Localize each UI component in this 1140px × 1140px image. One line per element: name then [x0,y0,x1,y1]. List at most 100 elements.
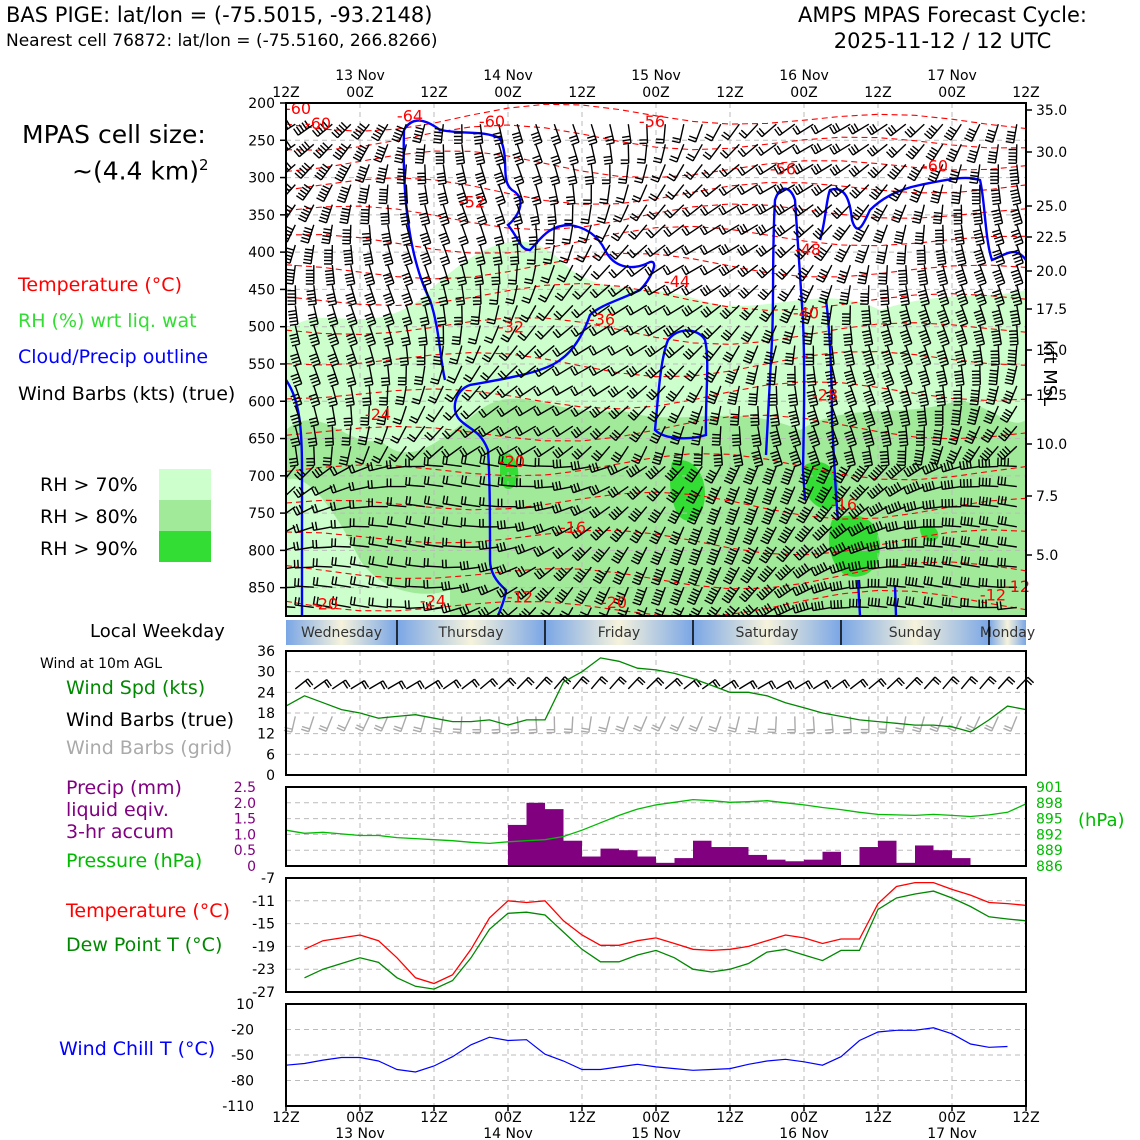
wind-barb-true [572,676,590,690]
profile-wind-barb [436,305,447,326]
wind-tick-label: 18 [257,706,275,722]
profile-wind-barb [868,184,888,201]
profile-wind-barb [588,462,611,473]
weekday-label: Local Weekday [90,621,225,642]
profile-wind-barb [682,345,703,360]
wind-barb-grid [727,716,740,733]
bottom-hour-label: 00Z [790,1110,817,1126]
profile-wind-barb [644,284,666,296]
precip-tick-label: 2.0 [234,796,256,812]
profile-wind-barb [844,425,857,448]
profile-wind-barb [997,515,1017,528]
profile-wind-barb [627,405,648,421]
temperature-contour-label: -24 [365,405,391,424]
profile-wind-barb [706,385,722,405]
wind-barb-true [812,679,832,690]
profile-wind-barb [416,345,426,366]
profile-wind-barb [684,365,703,382]
profile-wind-barb [516,345,537,360]
wind-barb-true [405,680,425,690]
profile-wind-barb [594,224,611,243]
profile-wind-barb [880,305,892,327]
profile-wind-barb [756,264,777,279]
profile-wind-barb [941,555,962,568]
profile-wind-barb [496,520,518,530]
legend-barbs-grid: Wind Barbs (grid) [66,737,233,759]
profile-wind-barb [943,123,962,141]
profile-wind-barb [945,446,962,465]
profile-wind-barb [479,497,499,508]
profile-wind-barb [368,535,388,548]
profile-wind-barb [388,445,407,463]
profile-wind-barb [792,143,814,155]
legend-rh90-swatch [159,531,211,562]
profile-wind-barb [918,325,932,347]
profile-wind-barb [718,204,740,216]
profile-wind-barb [951,184,962,205]
profile-wind-barb [547,204,557,226]
legend-temperature: Temperature (°C) [18,274,182,296]
profile-wind-barb [669,586,685,606]
profile-wind-barb [603,144,613,165]
profile-wind-barb [604,124,615,146]
profile-wind-barb [551,425,574,438]
profile-wind-barb [533,385,555,397]
temperature-contour [286,561,1026,590]
wind-barb-grid [669,716,685,732]
profile-wind-barb [530,204,541,226]
pressure-tick-label: 400 [248,245,275,261]
profile-wind-barb [311,521,333,531]
profile-wind-barb [589,425,611,440]
profile-wind-barb [534,457,555,468]
profile-wind-barb [368,555,388,568]
profile-wind-barb [792,582,814,597]
profile-wind-barb [460,517,481,528]
kft-tick-label: 10.0 [1036,437,1067,453]
wind-barb-grid [336,716,352,732]
wind-barb-grid [912,716,925,733]
profile-wind-barb [477,584,500,596]
pressure-tick-label: 600 [248,394,275,410]
profile-wind-barb [392,405,407,425]
profile-wind-barb [793,224,814,238]
precip-bar [600,848,619,866]
profile-wind-barb [1005,124,1018,144]
profile-wind-barb [625,464,648,478]
bottom-hour-label: 00Z [938,1110,965,1126]
profile-wind-barb [477,445,500,457]
profile-wind-barb [941,536,962,548]
kft-tick-label: 20.0 [1036,264,1067,280]
profile-wind-barb [1009,305,1021,327]
profile-wind-barb [903,462,925,478]
profile-wind-barb [687,526,703,546]
wind-barb-true [979,676,997,690]
profile-wind-barb [424,425,444,441]
profile-wind-barb [346,365,357,387]
profile-wind-barb [312,142,333,159]
profile-wind-barb [881,365,895,388]
profile-wind-barb [493,144,505,166]
profile-wind-barb [331,121,352,139]
profile-wind-barb [308,405,320,428]
profile-wind-barb [706,546,722,566]
profile-wind-barb [551,365,574,377]
top-hour-label: 12Z [1012,85,1039,101]
profile-wind-barb [719,143,740,159]
profile-wind-barb [626,244,648,259]
profile-wind-barb [368,597,388,609]
profile-wind-barb [778,506,796,525]
cycle-title: AMPS MPAS Forecast Cycle: [798,3,1087,27]
profile-wind-barb [646,486,666,502]
temperature-contour-label: -20 [499,452,525,471]
profile-wind-barb [629,526,648,544]
profile-wind-barb [683,163,703,181]
profile-wind-barb [379,385,389,406]
profile-wind-barb [533,425,555,437]
profile-wind-barb [460,405,481,420]
profile-wind-barb [781,325,796,345]
profile-wind-barb [607,344,629,356]
profile-wind-barb [398,184,409,205]
profile-wind-barb [936,365,948,387]
profile-wind-barb [608,405,629,420]
